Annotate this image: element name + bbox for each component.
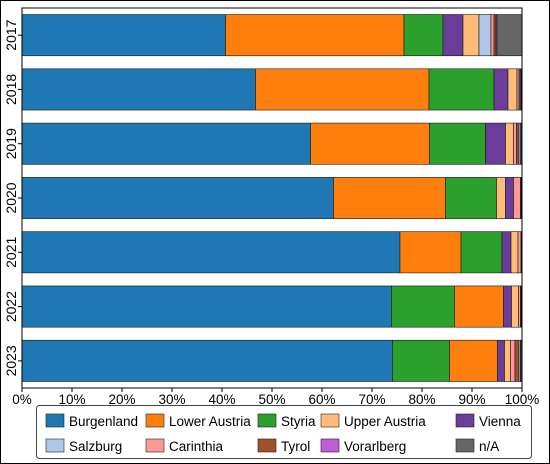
x-tick-label: 80%	[408, 392, 435, 407]
legend-item-lower-austria: Lower Austria	[145, 413, 251, 429]
bar-segment-2017-lower-austria	[225, 14, 405, 57]
bar-segment-2017-styria	[403, 14, 444, 57]
bar-segment-2023-upper-austria	[504, 339, 511, 382]
legend-label: Salzburg	[69, 439, 122, 454]
legend-swatch	[455, 438, 475, 453]
bar-segment-2017-upper-austria	[462, 14, 480, 57]
x-axis-group: 0% 10% 20% 30% 40% 50% 60% 70% 80% 90% 100%	[12, 388, 539, 407]
legend-swatch	[145, 413, 165, 428]
bar-segment-2021-carinthia	[517, 231, 522, 274]
x-tick-label: 70%	[358, 392, 385, 407]
bar-segment-2023-vienna	[497, 339, 505, 382]
bar-segment-2022-styria	[391, 285, 455, 328]
legend-item-upper-austria: Upper Austria	[320, 413, 426, 429]
x-tick-label: 60%	[308, 392, 335, 407]
bar-segment-2023-styria	[392, 339, 450, 382]
y-tick-label: 2017	[3, 19, 19, 50]
bar-segment-2017-vienna	[442, 14, 464, 57]
legend-item-vorarlberg: Vorarlberg	[320, 438, 406, 454]
legend-item-burgenland: Burgenland	[45, 413, 138, 429]
legend-swatch	[455, 413, 475, 428]
y-tick-label: 2021	[3, 237, 19, 268]
bars-group	[21, 14, 523, 382]
y-tick-label: 2022	[3, 291, 19, 322]
bar-segment-2017-burgenland	[21, 14, 226, 57]
legend-swatch	[45, 438, 65, 453]
legend: Burgenland Lower Austria Styria Upper Au…	[36, 405, 532, 459]
legend-item-vienna: Vienna	[455, 413, 521, 429]
legend-item-carinthia: Carinthia	[145, 438, 224, 454]
y-tick-label: 2019	[3, 128, 19, 159]
bar-segment-2018-upper-austria	[507, 68, 518, 111]
bar-segment-2023-carinthia	[510, 339, 516, 382]
x-tick-label: 30%	[158, 392, 185, 407]
x-tick-label: 50%	[258, 392, 285, 407]
bar-segment-2018-burgenland	[21, 68, 256, 111]
x-tick-label: 0%	[12, 392, 32, 407]
bar-segment-2019-lower-austria	[310, 122, 430, 165]
bar-segment-2019-tyrol	[516, 122, 520, 165]
bar-segment-2021-upper-austria	[510, 231, 519, 274]
legend-label: Vienna	[479, 414, 521, 429]
bar-segment-2017-salzburg	[478, 14, 492, 57]
bar-segment-2022-lower-austria	[454, 285, 504, 328]
bar-segment-2020-burgenland	[21, 177, 334, 219]
bar-segment-2021-vienna	[501, 231, 512, 274]
x-tick-label: 20%	[108, 392, 135, 407]
bar-segment-2019-vienna	[485, 122, 506, 165]
bar-segment-2019-carinthia	[513, 122, 517, 165]
bar-segment-2023-tyrol	[514, 339, 520, 382]
legend-swatch	[257, 413, 277, 428]
x-tick-label: 100%	[505, 392, 540, 407]
bar-segment-2018-lower-austria	[255, 68, 430, 111]
bar-segment-2020-upper-austria	[496, 177, 506, 219]
bar-segment-2019-styria	[429, 122, 486, 165]
plot-frame	[21, 7, 523, 389]
y-tick-label: 2018	[3, 74, 19, 105]
legend-swatch	[45, 413, 65, 428]
bar-segment-2021-styria	[460, 231, 503, 274]
legend-label: Tyrol	[281, 439, 310, 454]
legend-swatch	[320, 413, 340, 428]
legend-label: Vorarlberg	[344, 439, 406, 454]
y-tick-label: 2023	[3, 345, 19, 376]
bar-segment-2020-vienna	[505, 177, 514, 219]
legend-swatch	[145, 438, 165, 453]
x-tick-label: 90%	[458, 392, 485, 407]
bar-segment-2021-burgenland	[21, 231, 401, 274]
legend-item-tyrol: Tyrol	[257, 438, 310, 454]
bar-segment-2022-vienna	[503, 285, 512, 328]
bar-segment-2021-lower-austria	[399, 231, 462, 274]
bar-segment-2017-n-a	[496, 14, 523, 57]
bar-segment-2019-upper-austria	[505, 122, 514, 165]
legend-item-styria: Styria	[257, 413, 316, 429]
legend-label: Lower Austria	[169, 414, 251, 429]
bar-segment-2020-styria	[445, 177, 497, 219]
bar-segment-2022-burgenland	[21, 285, 392, 328]
bar-segment-2020-carinthia	[513, 177, 521, 219]
legend-swatch	[257, 438, 277, 453]
legend-swatch	[320, 438, 340, 453]
bar-segment-2017-carinthia	[490, 14, 495, 57]
bar-segment-2018-styria	[428, 68, 495, 111]
legend-label: Burgenland	[69, 414, 138, 429]
bar-segment-2020-lower-austria	[333, 177, 446, 219]
bar-segment-2022-upper-austria	[511, 285, 519, 328]
bar-segment-2019-burgenland	[21, 122, 311, 165]
legend-label: n/A	[479, 439, 499, 454]
legend-item-salzburg: Salzburg	[45, 438, 122, 454]
legend-label: Carinthia	[169, 439, 224, 454]
y-axis-group: 2017 2018 2019 2020 2021 2022 2023	[3, 19, 22, 376]
legend-label: Styria	[281, 414, 316, 429]
legend-label: Upper Austria	[344, 414, 426, 429]
bar-segment-2023-burgenland	[21, 339, 393, 382]
bar-segment-2018-vienna	[493, 68, 509, 111]
legend-item-n-a: n/A	[455, 438, 499, 454]
x-tick-label: 10%	[58, 392, 85, 407]
bar-segment-2023-lower-austria	[449, 339, 498, 382]
x-tick-label: 40%	[208, 392, 235, 407]
y-tick-label: 2020	[3, 182, 19, 213]
